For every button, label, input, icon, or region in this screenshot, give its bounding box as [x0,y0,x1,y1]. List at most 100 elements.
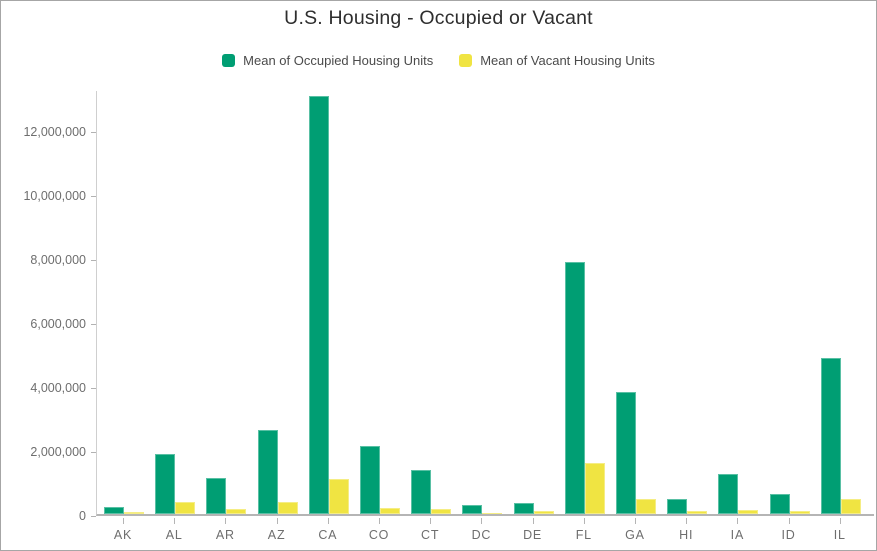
bar-vacant-fl[interactable] [584,462,605,514]
bar-occupied-az[interactable] [257,430,278,514]
x-axis-ticks [96,518,874,524]
x-tick-label-ct: CT [421,528,440,542]
x-tick-label-de: DE [523,528,543,542]
legend-label-occupied: Mean of Occupied Housing Units [243,53,434,68]
x-tick-mark [737,518,739,524]
bar-vacant-de[interactable] [533,511,554,514]
y-tick-mark [91,452,96,453]
plot-area [96,91,874,516]
legend: Mean of Occupied Housing Units Mean of V… [1,53,876,68]
bar-vacant-co[interactable] [379,507,400,514]
bar-occupied-ca[interactable] [308,96,329,514]
x-tick-mark [686,518,688,524]
chart-title: U.S. Housing - Occupied or Vacant [284,7,593,29]
bar-vacant-hi[interactable] [687,510,708,514]
x-tick-mark [788,518,790,524]
y-tick-label: 10,000,000 [23,189,86,203]
x-tick-mark [532,518,534,524]
legend-item-vacant[interactable]: Mean of Vacant Housing Units [459,53,655,68]
bar-group-id [764,494,815,514]
y-tick-mark [91,516,96,517]
bar-vacant-dc[interactable] [482,512,503,514]
bar-vacant-ar[interactable] [226,508,247,514]
bar-vacant-ia[interactable] [738,509,759,514]
bar-occupied-de[interactable] [513,502,534,514]
x-tick-label-al: AL [165,528,183,542]
x-tick-label-ia: IA [730,528,745,542]
bar-group-ca [303,96,354,514]
bar-vacant-al[interactable] [175,502,196,514]
bar-vacant-az[interactable] [277,502,298,514]
y-tick-label: 8,000,000 [30,253,86,267]
bar-vacant-ga[interactable] [635,498,656,514]
x-tick-mark [276,518,278,524]
y-tick-mark [91,388,96,389]
bar-occupied-dc[interactable] [462,504,483,514]
bar-group-fl [559,261,610,514]
bar-group-ak [98,506,149,514]
bar-group-il [815,358,866,514]
x-tick-label-il: IL [833,528,846,542]
bar-group-ga [610,392,661,514]
x-tick-mark [583,518,585,524]
x-axis-labels: AK AL AR AZ CA CO CT DC DE FL GA HI IA ID IL [96,528,874,544]
bar-occupied-al[interactable] [155,454,176,514]
legend-swatch-vacant-icon [459,54,473,67]
legend-swatch-occupied-icon [222,54,236,67]
y-tick-label: 2,000,000 [30,445,86,459]
bar-group-hi [662,499,713,514]
x-tick-mark [174,518,176,524]
bar-group-de [508,502,559,514]
bar-occupied-ia[interactable] [718,473,739,514]
bar-group-dc [457,504,508,514]
bar-group-az [252,430,303,514]
x-tick-label-ga: GA [625,528,645,542]
bar-vacant-ak[interactable] [123,511,144,514]
y-tick-mark [91,132,96,133]
y-tick-label: 0 [79,509,86,523]
y-tick-mark [91,260,96,261]
bar-group-ar [201,477,252,514]
x-tick-label-az: AZ [267,528,286,542]
bar-occupied-ak[interactable] [103,506,124,514]
bar-occupied-fl[interactable] [564,261,585,514]
bar-vacant-ct[interactable] [431,509,452,514]
bar-group-al [150,454,201,514]
x-tick-mark [225,518,227,524]
y-tick-label: 4,000,000 [30,381,86,395]
bar-occupied-ga[interactable] [615,392,636,514]
bar-group-co [354,446,405,514]
x-tick-mark [635,518,636,524]
x-tick-label-id: ID [781,528,796,542]
bar-occupied-hi[interactable] [667,499,688,514]
legend-label-vacant: Mean of Vacant Housing Units [480,53,655,68]
bar-group-ia [713,473,764,514]
y-tick-mark [91,196,96,197]
y-tick-mark [91,324,96,325]
x-tick-mark [430,518,432,524]
x-tick-label-ar: AR [215,528,235,542]
bar-occupied-ct[interactable] [411,470,432,514]
y-axis: 0 2,000,000 4,000,000 6,000,000 8,000,000 10,… [1,91,96,523]
legend-item-occupied[interactable]: Mean of Occupied Housing Units [222,53,433,68]
x-tick-mark [481,518,483,524]
bar-occupied-il[interactable] [820,358,841,514]
bar-occupied-co[interactable] [359,446,380,514]
bar-occupied-id[interactable] [769,494,790,514]
x-tick-label-fl: FL [575,528,592,542]
x-tick-label-ak: AK [113,528,133,542]
x-tick-mark [839,518,841,524]
x-tick-mark [327,518,329,524]
x-tick-label-dc: DC [471,528,492,542]
y-tick-label: 12,000,000 [23,125,86,139]
bar-vacant-ca[interactable] [328,479,349,514]
bar-group-ct [406,470,457,514]
y-tick-label: 6,000,000 [30,317,86,331]
bar-vacant-id[interactable] [789,511,810,514]
x-tick-label-ca: CA [318,528,338,542]
bar-occupied-ar[interactable] [206,477,227,514]
x-tick-label-co: CO [368,528,390,542]
x-tick-mark [123,518,124,524]
bar-vacant-il[interactable] [840,499,861,514]
